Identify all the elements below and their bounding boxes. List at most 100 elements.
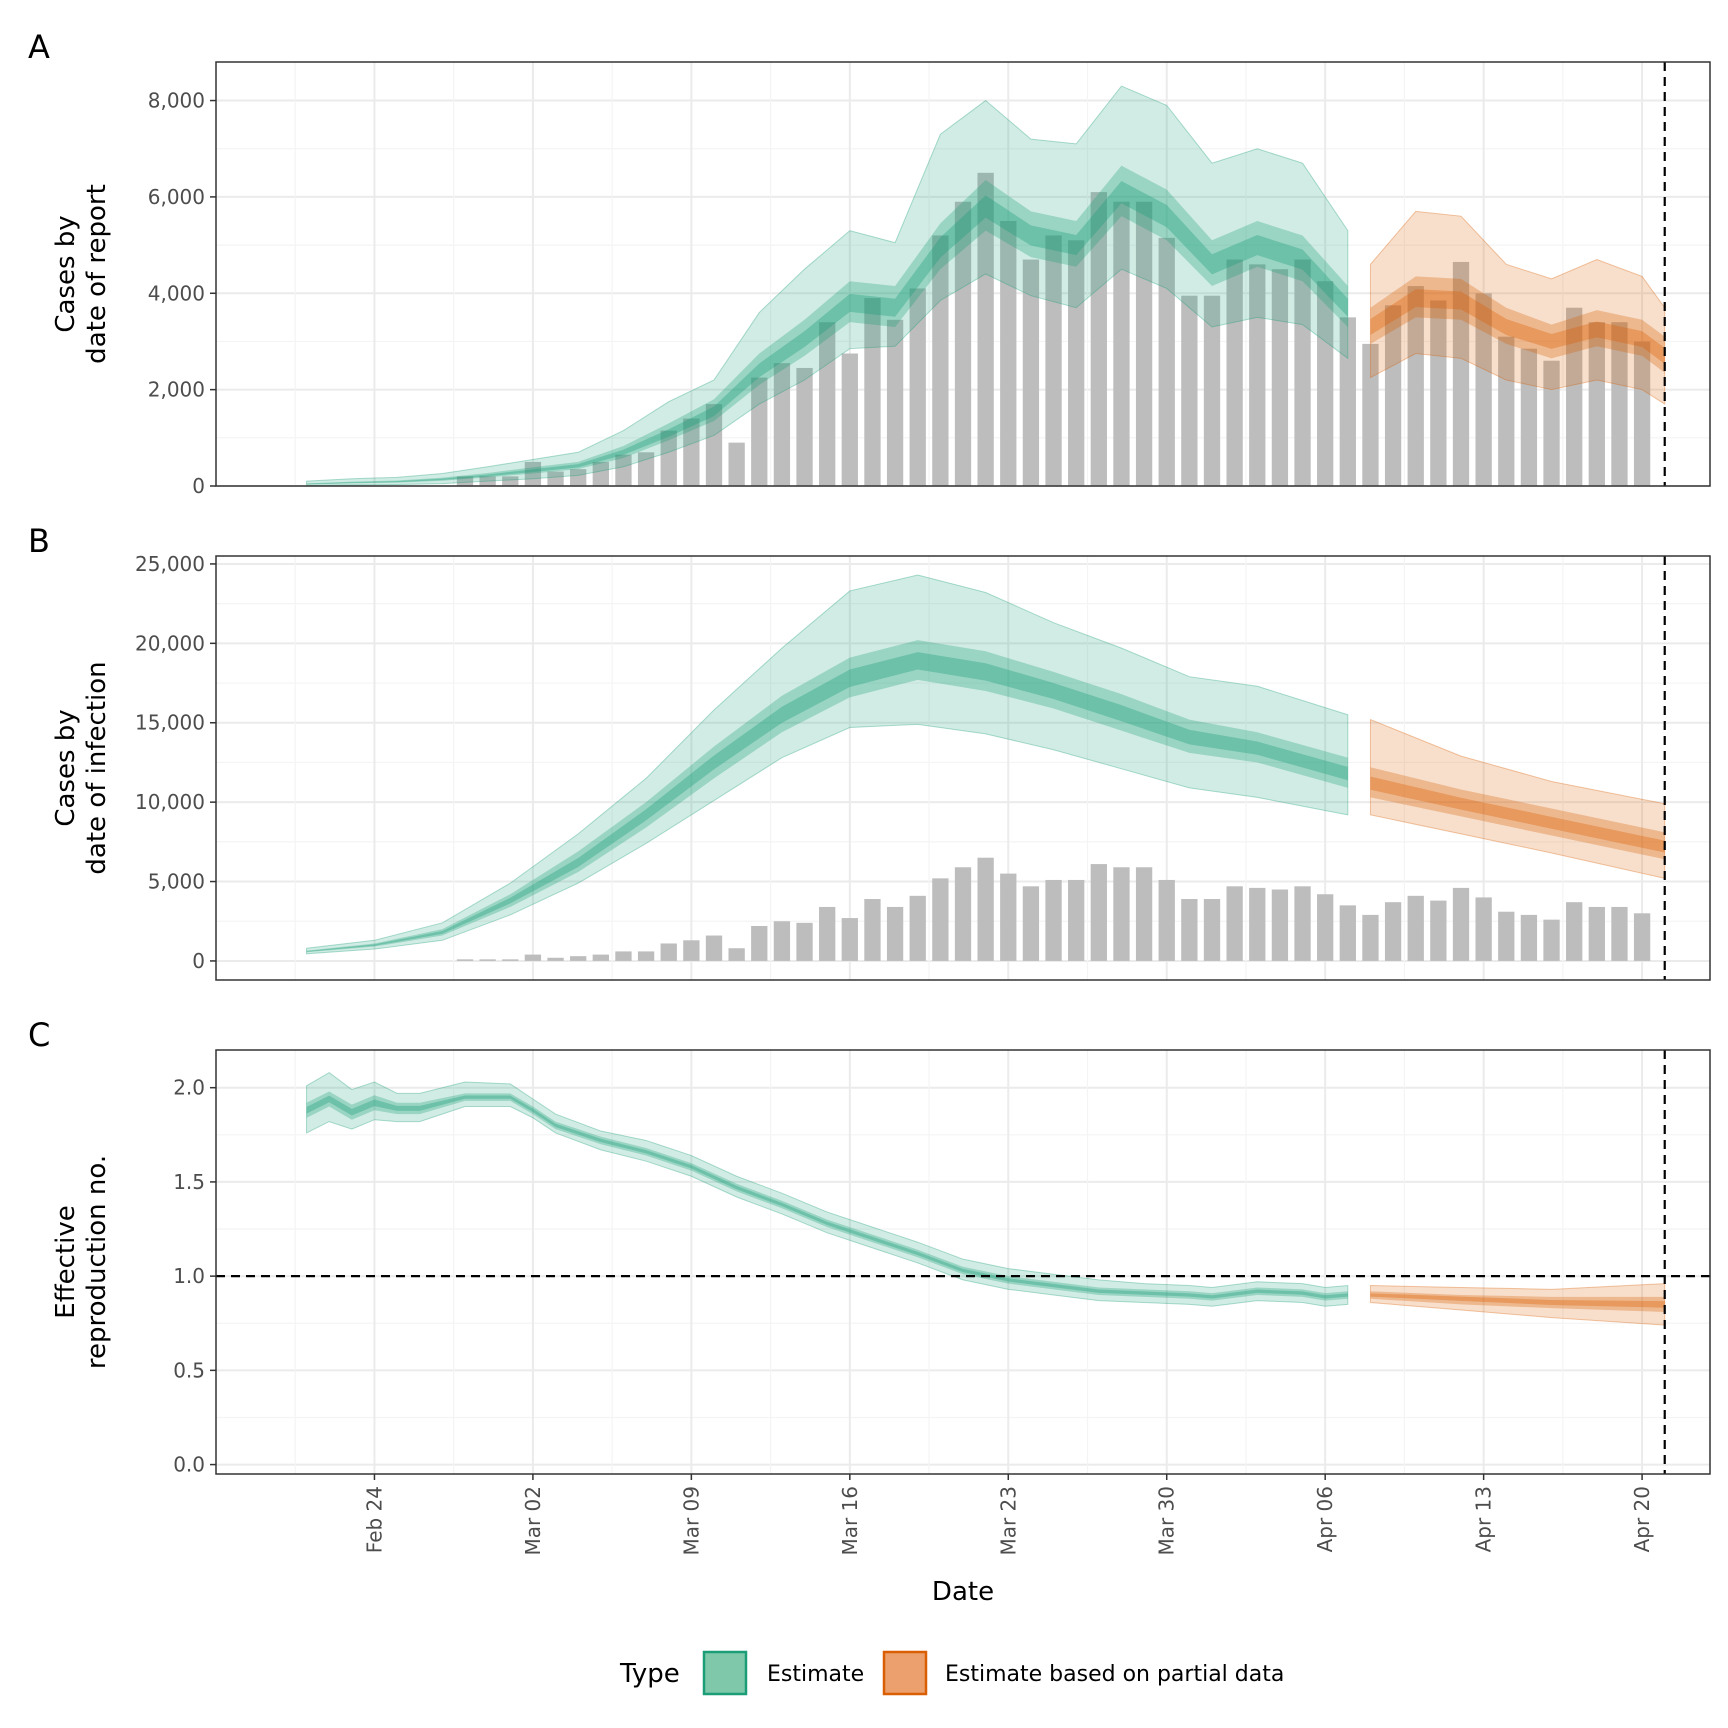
bar <box>1452 261 1470 486</box>
legend: Type Estimate Estimate based on partial … <box>619 1650 1284 1696</box>
y-tick-label: 2.0 <box>173 1076 205 1100</box>
bar <box>524 461 542 486</box>
bar <box>1317 894 1334 961</box>
y-tick-label: 1.5 <box>173 1170 205 1194</box>
bar <box>728 948 745 961</box>
bar <box>570 956 587 961</box>
ci50-ribbon <box>306 165 1348 485</box>
bar <box>1543 360 1560 486</box>
panel-a-observed-bars <box>456 172 1651 486</box>
x-tick-label: Mar 23 <box>996 1486 1020 1556</box>
bar <box>1226 886 1243 961</box>
panel-c-reference-lines <box>216 1050 1710 1474</box>
bar <box>1203 899 1221 961</box>
bar <box>1181 899 1198 961</box>
bar <box>751 377 768 486</box>
panel-a: 0 2,000 4,000 6,000 8,000 A Cases bydate of … <box>28 28 1711 498</box>
legend-key-partial <box>882 1650 928 1696</box>
y-tick-label: 15,000 <box>135 711 205 735</box>
bar <box>886 319 904 486</box>
x-axis: Feb 24 Mar 02 Mar 09 Mar 16 Mar 23 Mar 30 Apr … <box>362 1474 1654 1556</box>
panel-a-y-axis-title: Cases bydate of report <box>51 184 112 364</box>
bar <box>773 363 791 486</box>
panel-b-ribbons <box>306 574 1666 955</box>
bar <box>773 921 791 961</box>
y-tick-label: 10,000 <box>135 790 205 814</box>
bar <box>1588 906 1605 961</box>
ci90-ribbon <box>1369 210 1666 406</box>
y-tick-label: 25,000 <box>135 552 205 576</box>
legend-label-partial: Estimate based on partial data <box>945 1662 1284 1687</box>
bar <box>1475 293 1492 486</box>
y-tick-label: 2,000 <box>148 378 205 402</box>
bar <box>864 298 881 486</box>
bar <box>819 906 836 961</box>
bar <box>1294 886 1311 961</box>
y-tick-label: 8,000 <box>148 89 205 113</box>
bar <box>1135 867 1153 961</box>
panel-a-y-ticks: 0 2,000 4,000 6,000 8,000 <box>148 89 216 498</box>
bar <box>1090 192 1107 486</box>
bar <box>502 476 519 486</box>
bar <box>932 878 949 961</box>
ci90-ribbon <box>306 85 1349 487</box>
bar <box>841 918 858 961</box>
bar <box>683 940 700 961</box>
bar <box>1158 237 1175 486</box>
panel-c-border <box>215 1049 1711 1475</box>
panel-c-ribbons <box>306 1072 1666 1326</box>
legend-key-estimate <box>702 1650 748 1696</box>
y-axis-title-line: Cases by <box>51 215 81 332</box>
bar <box>479 476 496 486</box>
panel-b-y-axis-title: Cases bydate of infection <box>51 661 112 874</box>
bar <box>1362 914 1379 961</box>
y-tick-label: 4,000 <box>148 281 205 305</box>
y-tick-label: 0 <box>192 949 205 973</box>
bar <box>592 954 609 961</box>
y-axis-title-line: Cases by <box>51 709 81 826</box>
bar <box>1475 897 1492 961</box>
legend-label-estimate: Estimate <box>767 1662 864 1687</box>
median-band <box>1370 1293 1665 1308</box>
bar <box>909 895 926 961</box>
x-tick-label: Apr 20 <box>1630 1486 1654 1552</box>
y-axis-title-line: date of infection <box>82 661 112 874</box>
y-tick-label: 6,000 <box>148 185 205 209</box>
x-tick-label: Mar 30 <box>1155 1486 1179 1556</box>
bar <box>728 442 745 486</box>
x-tick-label: Mar 02 <box>521 1486 545 1556</box>
bar <box>1520 348 1538 486</box>
y-tick-label: 0 <box>192 474 205 498</box>
bar <box>1430 300 1447 486</box>
x-tick-label: Mar 09 <box>679 1486 703 1556</box>
bar <box>1249 887 1266 961</box>
bar <box>1384 305 1402 486</box>
bar <box>1633 341 1651 486</box>
bar <box>705 935 723 961</box>
bar <box>1271 889 1289 961</box>
bar <box>1045 879 1062 961</box>
bar <box>705 404 723 486</box>
x-tick-label: Apr 06 <box>1313 1486 1337 1552</box>
bar <box>1181 295 1198 486</box>
bar <box>1294 259 1311 486</box>
bar <box>1407 286 1424 486</box>
ci50-ribbon <box>1370 276 1665 373</box>
panel-a-border <box>215 61 1711 487</box>
bar <box>1611 322 1628 486</box>
bar <box>1633 913 1651 961</box>
bar <box>683 418 700 486</box>
panel-b-label: B <box>28 522 50 560</box>
bar <box>1611 906 1628 961</box>
bar <box>1158 879 1175 961</box>
bar <box>592 461 609 486</box>
bar <box>1226 259 1243 486</box>
bar <box>1520 914 1538 961</box>
bar <box>615 454 632 486</box>
bar <box>977 172 994 486</box>
bar <box>1249 264 1266 486</box>
ci50-ribbon <box>306 640 1348 953</box>
bar <box>1317 281 1334 486</box>
x-tick-label: Mar 16 <box>838 1486 862 1556</box>
